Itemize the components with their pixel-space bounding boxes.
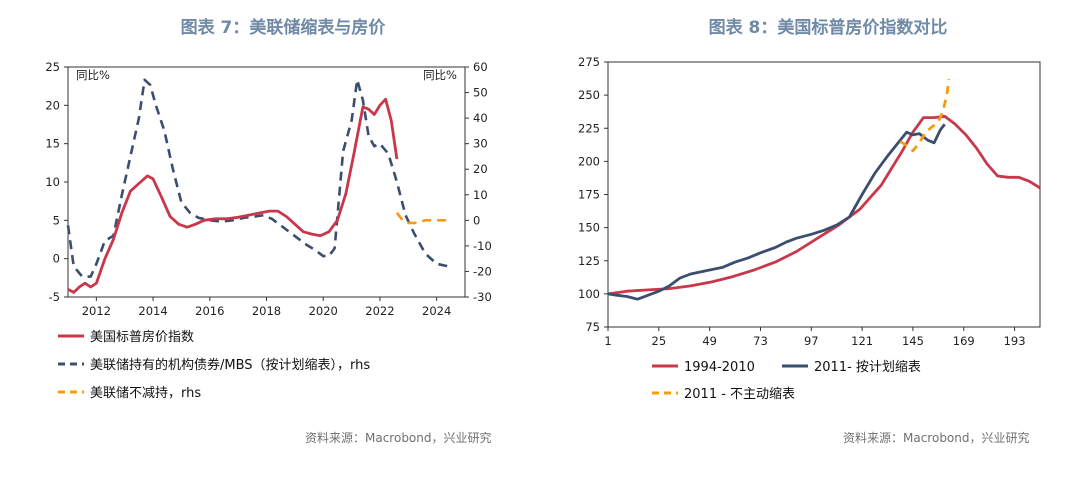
right-x-tick-label: 1 <box>604 334 611 348</box>
right-y-tick-label: 75 <box>585 320 600 334</box>
left-chart-right-y-tick-label: -10 <box>473 239 492 253</box>
left-series-line-0 <box>67 97 399 294</box>
right-y-tick-label: 225 <box>578 121 600 135</box>
left-x-tick-label: 2022 <box>365 304 394 318</box>
left-x-tick-label: 2020 <box>309 304 338 318</box>
right-series-line-0 <box>607 114 1041 296</box>
left-y-tick-label: 25 <box>45 60 60 74</box>
right-source-note: 资料来源：Macrobond，兴业研究 <box>843 431 1030 445</box>
left-legend-label-1: 美联储持有的机构债券/MBS（按计划缩表），rhs <box>90 357 370 373</box>
left-plot-frame <box>67 66 466 298</box>
left-y-tick-label: 5 <box>53 213 60 227</box>
right-x-tick-label: 49 <box>702 334 717 348</box>
right-series-line-2 <box>899 79 951 153</box>
left-chart-right-y-tick-label: 0 <box>473 213 480 227</box>
right-y-tick-label: 275 <box>578 55 600 69</box>
left-chart-right-y-tick-label: 40 <box>473 111 488 125</box>
left-chart-right-y-tick-label: -20 <box>473 264 492 278</box>
left-x-tick-label: 2014 <box>138 304 167 318</box>
left-y-tick-label: 10 <box>45 175 60 189</box>
right-x-tick-label: 25 <box>652 334 667 348</box>
left-chart-right-y-tick-label: 20 <box>473 162 488 176</box>
left-chart-right-y-tick-label: 60 <box>473 60 488 74</box>
left-y-tick-label: 15 <box>45 137 60 151</box>
left-x-tick-label: 2024 <box>422 304 451 318</box>
left-series-line-2 <box>395 211 451 225</box>
left-legend-label-2: 美联储不减持，rhs <box>90 386 201 401</box>
right-y-tick-label: 100 <box>578 287 600 301</box>
left-y-axis-unit: 同比% <box>76 68 110 82</box>
right-x-tick-label: 73 <box>753 334 768 348</box>
right-legend-label-0: 1994-2010 <box>684 360 755 375</box>
right-legend-label-2: 2011 - 不主动缩表 <box>684 386 795 402</box>
right-x-tick-label: 97 <box>804 334 819 348</box>
left-chart-right-y-tick-label: 30 <box>473 137 488 151</box>
right-x-tick-label: 145 <box>902 334 924 348</box>
left-x-tick-label: 2016 <box>195 304 224 318</box>
right-y-tick-label: 175 <box>578 188 600 202</box>
left-x-tick-label: 2018 <box>252 304 281 318</box>
left-series-line-1 <box>66 78 449 278</box>
right-x-tick-label: 193 <box>1004 334 1026 348</box>
left-y-tick-label: -5 <box>49 290 60 304</box>
left-legend-label-0: 美国标普房价指数 <box>90 329 194 345</box>
right-series-line-1 <box>607 123 946 301</box>
right-x-tick-label: 169 <box>953 334 975 348</box>
left-x-tick-label: 2012 <box>82 304 111 318</box>
right-y-tick-label: 150 <box>578 221 600 235</box>
right-y-tick-label: 125 <box>578 254 600 268</box>
left-chart-title: 图表 7：美联储缩表与房价 <box>180 18 386 38</box>
left-y-tick-label: 0 <box>53 252 60 266</box>
right-legend-label-1: 2011- 按计划缩表 <box>814 359 921 375</box>
right-y-axis-unit: 同比% <box>423 68 457 82</box>
left-chart-right-y-tick-label: 50 <box>473 86 488 100</box>
right-y-tick-label: 200 <box>578 154 600 168</box>
right-chart-title: 图表 8：美国标普房价指数对比 <box>708 18 948 38</box>
right-x-tick-label: 121 <box>851 334 873 348</box>
left-y-tick-label: 20 <box>45 98 60 112</box>
right-y-tick-label: 250 <box>578 88 600 102</box>
left-chart-right-y-tick-label: -30 <box>473 290 492 304</box>
left-source-note: 资料来源：Macrobond，兴业研究 <box>305 431 492 445</box>
left-chart-right-y-tick-label: 10 <box>473 188 488 202</box>
